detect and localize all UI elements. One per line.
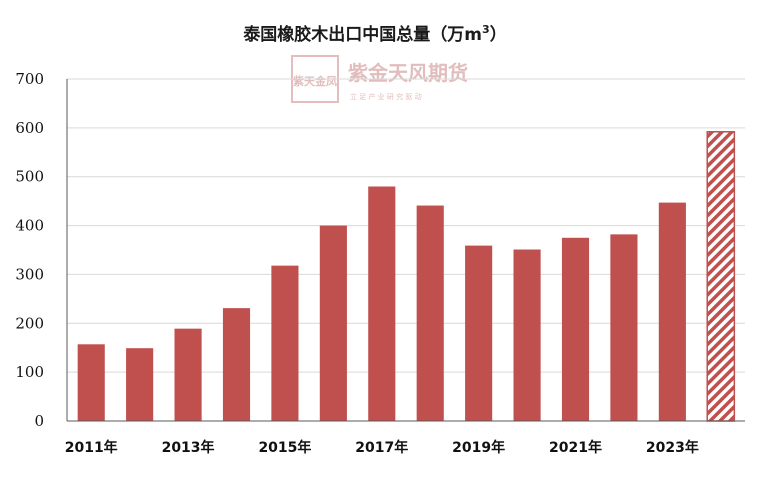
y-tick-label: 600 — [15, 119, 44, 137]
x-axis-ticks: 2011年 2013年 2015年 2017年 2019年 2021年 2023年 — [65, 439, 699, 456]
bar — [174, 328, 202, 421]
x-tick-label: 2021年 — [549, 439, 602, 456]
bar — [561, 237, 590, 421]
y-tick-label: 700 — [15, 70, 44, 88]
bar — [465, 245, 493, 421]
x-tick-label: 2013年 — [162, 439, 215, 456]
x-tick-label: 2023年 — [646, 439, 699, 456]
bar — [513, 249, 541, 421]
watermark-logo-text: 紫天金凤 — [293, 74, 337, 88]
bar — [77, 344, 105, 421]
bar — [416, 205, 444, 421]
bar — [368, 186, 396, 421]
y-tick-label: 500 — [15, 168, 44, 186]
bar — [658, 202, 686, 421]
y-tick-label: 0 — [34, 412, 44, 430]
y-tick-label: 200 — [15, 314, 44, 332]
y-tick-label: 400 — [15, 217, 44, 235]
y-tick-label: 300 — [15, 265, 44, 283]
bar — [222, 308, 251, 421]
bar-hatched — [706, 131, 736, 422]
x-tick-label: 2019年 — [452, 439, 505, 456]
watermark-tagline: 立 足 产 业 研 究 驱 动 — [350, 92, 422, 101]
axes — [66, 79, 745, 422]
gridlines — [67, 78, 745, 373]
watermark: 紫天金凤 紫金天风期货 立 足 产 业 研 究 驱 动 — [291, 55, 468, 103]
watermark-name: 紫金天风期货 — [348, 61, 468, 85]
x-tick-label: 2011年 — [65, 439, 118, 456]
bar — [271, 265, 299, 421]
y-tick-label: 100 — [15, 363, 44, 381]
bar — [610, 234, 638, 421]
x-tick-label: 2015年 — [258, 439, 311, 456]
y-axis-ticks: 0 100 200 300 400 500 600 700 — [15, 70, 44, 430]
bar — [319, 225, 347, 421]
bars — [77, 131, 736, 422]
bar — [126, 348, 154, 421]
chart-title: 泰国橡胶木出口中国总量（万m3） — [243, 23, 506, 45]
x-tick-label: 2017年 — [355, 439, 408, 456]
